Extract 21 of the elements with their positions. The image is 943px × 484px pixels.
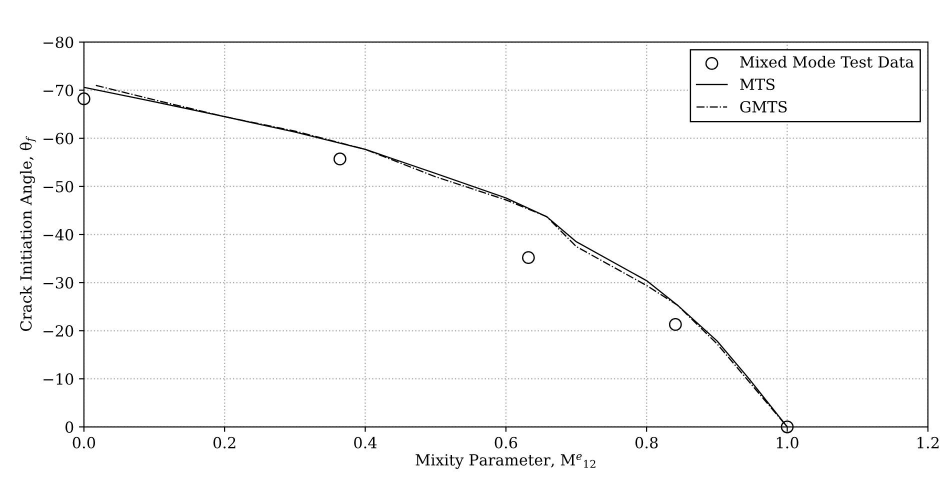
x-tick-label: 0.0: [72, 436, 96, 448]
legend-label: GMTS: [740, 100, 787, 113]
y-tick-label: −80: [44, 36, 74, 48]
x-tick-label: 1.2: [918, 436, 939, 448]
y-tick-label: −60: [44, 132, 74, 144]
y-tick-label: −20: [44, 325, 74, 337]
x-tick-label: 0.8: [635, 436, 658, 448]
x-tick-label: 0.2: [213, 436, 236, 448]
legend-label: MTS: [740, 78, 775, 90]
y-tick-label: −50: [44, 180, 74, 192]
y-tick-label: −70: [44, 84, 74, 96]
legend-label: Mixed Mode Test Data: [740, 56, 914, 68]
x-tick-label: 0.4: [354, 436, 377, 448]
x-tick-label: 1.0: [776, 436, 798, 448]
y-tick-label: −30: [44, 277, 74, 289]
y-tick-label: −40: [44, 228, 74, 241]
y-axis-title: Crack Initiation Angle, θ$_{f}$: [20, 136, 36, 331]
x-axis-title: Mixity Parameter, M$^{e}$$_{12}$: [416, 454, 596, 469]
y-tick-label: −10: [44, 373, 74, 385]
x-tick-label: 0.6: [494, 436, 518, 448]
y-tick-label: 0: [65, 421, 74, 433]
